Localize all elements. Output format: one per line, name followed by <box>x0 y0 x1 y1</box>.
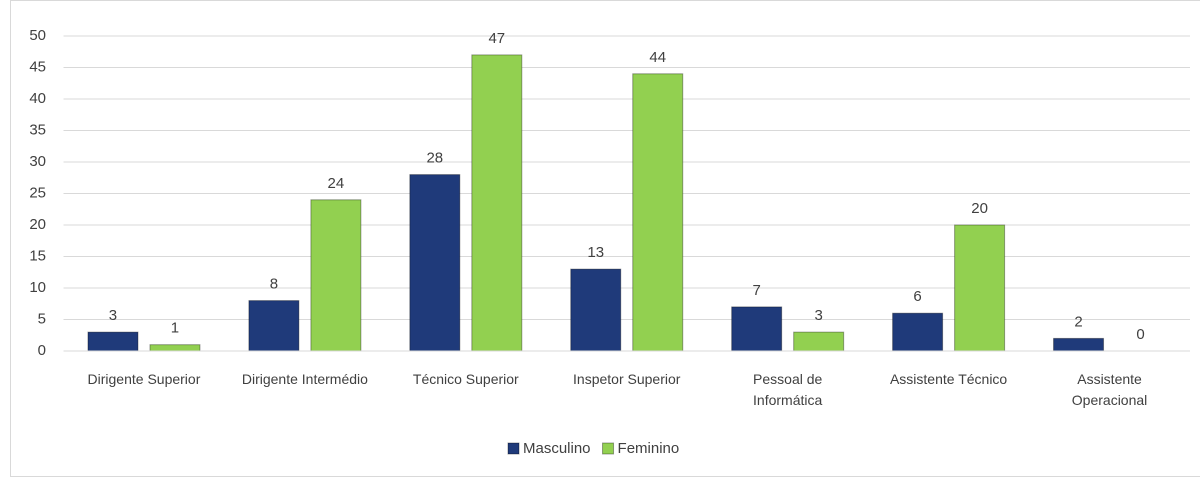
bar <box>409 174 461 352</box>
x-tick-label: Técnico Superior <box>412 371 519 387</box>
data-label: 1 <box>171 320 179 337</box>
legend-label: Feminino <box>618 440 680 457</box>
data-label: 13 <box>587 244 604 261</box>
data-label: 3 <box>109 307 117 324</box>
data-label: 0 <box>1136 326 1144 343</box>
y-tick-label: 5 <box>38 310 46 327</box>
bar <box>731 306 783 352</box>
y-tick-label: 30 <box>29 153 46 170</box>
x-tick-label: Assistente Técnico <box>889 371 1008 387</box>
bar <box>87 331 139 352</box>
bar <box>954 224 1006 352</box>
x-tick-label: Pessoal de Informática <box>753 371 823 408</box>
y-tick-label: 10 <box>29 279 46 296</box>
bar <box>632 73 684 352</box>
data-label: 7 <box>753 282 761 299</box>
y-tick-label: 20 <box>29 216 46 233</box>
x-tick-label: Dirigente Superior <box>87 371 201 387</box>
legend-swatch <box>602 442 615 455</box>
data-label: 6 <box>913 288 921 305</box>
bar <box>471 54 523 352</box>
data-label: 47 <box>488 30 505 47</box>
data-label: 44 <box>649 49 666 66</box>
y-tick-label: 0 <box>38 342 46 359</box>
y-tick-label: 50 <box>29 27 46 44</box>
x-tick-label: Assistente Operacional <box>1071 371 1148 408</box>
y-tick-label: 40 <box>29 90 46 107</box>
y-tick-label: 25 <box>29 184 46 201</box>
chart-frame <box>10 0 1200 477</box>
bar <box>892 312 944 352</box>
legend-label: Masculino <box>523 440 591 457</box>
data-label: 8 <box>270 276 278 293</box>
bar <box>793 331 845 352</box>
data-label: 20 <box>971 200 988 217</box>
x-tick-label: Dirigente Intermédio <box>241 371 368 387</box>
data-label: 2 <box>1074 313 1082 330</box>
bar <box>1053 337 1105 352</box>
data-label: 24 <box>328 175 345 192</box>
y-tick-label: 45 <box>29 58 46 75</box>
y-tick-label: 15 <box>29 247 46 264</box>
y-tick-label: 35 <box>29 121 46 138</box>
x-tick-label: Inspetor Superior <box>573 371 681 387</box>
data-label: 28 <box>426 150 443 167</box>
data-label: 3 <box>815 307 823 324</box>
legend-swatch <box>507 442 520 455</box>
bar <box>248 300 300 352</box>
bar <box>149 344 201 352</box>
bar <box>310 199 362 352</box>
bar <box>570 268 622 352</box>
